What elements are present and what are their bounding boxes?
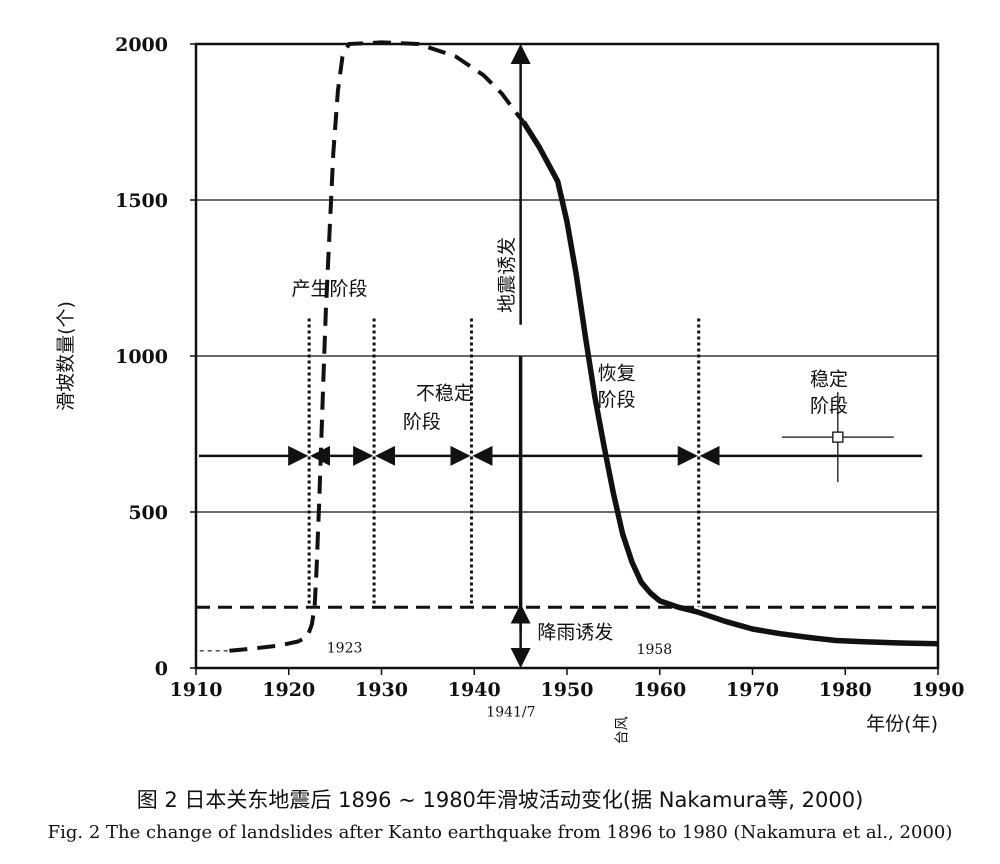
x-tick-label-1980: 1980 <box>819 679 872 701</box>
annotation-8: 降雨诱发 <box>537 621 613 643</box>
y-tick-label-1500: 1500 <box>115 190 168 212</box>
y-tick-label-500: 500 <box>128 502 168 524</box>
x-tick-label-1950: 1950 <box>541 679 594 701</box>
x-tick-label-1970: 1970 <box>726 679 779 701</box>
x-tick-label-1990: 1990 <box>912 679 965 701</box>
series-line-solid-thick <box>521 120 939 647</box>
figure-caption-en: Fig. 2 The change of landslides after Ka… <box>47 822 953 843</box>
annotation-3: 恢复 <box>598 362 636 384</box>
y-tick-label-2000: 2000 <box>115 34 168 56</box>
annotation-11: 1941/7 <box>486 704 535 720</box>
x-tick-label-1960: 1960 <box>633 679 686 701</box>
figure-caption-zh: 图 2 日本关东地震后 1896 ~ 1980年滑坡活动变化(据 Nakamur… <box>136 788 864 812</box>
y-axis-label: 滑坡数量(个) <box>55 301 77 411</box>
x-tick-label-1920: 1920 <box>262 679 315 701</box>
annotation-10: 1958 <box>637 642 673 658</box>
y-tick-label-1000: 1000 <box>115 346 168 368</box>
marker-square <box>832 431 844 443</box>
annotation-4: 阶段 <box>598 389 636 411</box>
annotation-5: 稳定 <box>810 369 848 391</box>
x-tick-label-1940: 1940 <box>448 679 501 701</box>
y-tick-label-0: 0 <box>155 658 168 680</box>
annotation-9: 1923 <box>327 640 363 656</box>
annotation-1: 不稳定 <box>416 383 473 405</box>
x-tick-label-1910: 1910 <box>170 679 223 701</box>
x-axis-label: 年份(年) <box>866 713 938 735</box>
annotation-6: 阶段 <box>810 395 848 417</box>
annotation-7: 地震诱发 <box>496 237 518 313</box>
series-line-dashed <box>229 40 525 653</box>
annotation-12: 台风 <box>614 716 630 744</box>
annotation-2: 阶段 <box>403 411 441 433</box>
annotation-0: 产生阶段 <box>292 278 368 300</box>
x-tick-label-1930: 1930 <box>355 679 408 701</box>
